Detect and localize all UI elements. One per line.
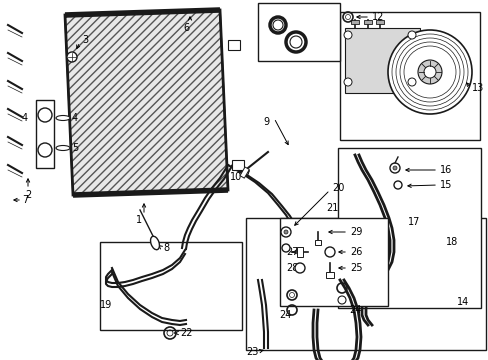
Bar [231,160,244,170]
Bar [345,28,419,93]
Text: 8: 8 [163,243,169,253]
Text: 29: 29 [349,227,362,237]
Bar [363,20,371,24]
Bar [350,20,358,24]
Text: 27: 27 [285,247,298,257]
Circle shape [284,230,287,234]
Circle shape [389,163,399,173]
Bar [375,20,383,24]
Circle shape [423,66,435,78]
Bar [245,218,485,350]
Circle shape [393,181,401,189]
Ellipse shape [56,145,70,150]
Text: 20: 20 [331,183,344,193]
Bar [36,100,54,168]
Text: 18: 18 [445,237,457,247]
Circle shape [343,31,351,39]
Text: 28: 28 [285,263,298,273]
Text: 24: 24 [278,310,290,320]
Circle shape [407,78,415,86]
Circle shape [325,247,334,257]
Circle shape [294,263,305,273]
Text: 6: 6 [183,23,189,33]
Polygon shape [65,10,227,195]
Text: 1: 1 [136,215,142,225]
Text: 17: 17 [407,217,420,227]
Text: 2: 2 [25,190,31,200]
Ellipse shape [150,236,159,250]
Text: 25: 25 [349,263,362,273]
Text: 7: 7 [22,195,28,205]
Ellipse shape [56,116,70,121]
Bar [339,12,479,140]
Circle shape [343,78,351,86]
Bar [258,3,339,61]
Text: 9: 9 [264,117,269,127]
Text: 16: 16 [439,165,451,175]
Circle shape [387,30,471,114]
Bar [240,167,249,178]
Text: 10: 10 [229,172,242,182]
Bar [227,40,240,50]
Text: 15: 15 [439,180,451,190]
Circle shape [392,166,396,170]
Bar [280,218,387,306]
Text: 4: 4 [22,113,28,123]
Text: 19: 19 [100,300,112,310]
Bar [296,247,303,257]
Text: 26: 26 [349,247,362,257]
Text: 3: 3 [82,35,88,45]
Bar [100,242,242,330]
Text: 24: 24 [348,305,361,315]
Circle shape [282,244,289,252]
Circle shape [67,52,77,62]
Bar [314,240,320,245]
Text: 11: 11 [258,23,270,33]
Text: 22: 22 [180,328,192,338]
Circle shape [407,31,415,39]
Circle shape [281,227,290,237]
Text: 12: 12 [371,12,384,22]
Text: 5: 5 [72,143,78,153]
Circle shape [417,60,441,84]
Bar [337,148,480,308]
Text: 4: 4 [72,113,78,123]
Text: 23: 23 [245,347,258,357]
Text: 21: 21 [325,203,338,213]
Text: 14: 14 [456,297,468,307]
Text: 13: 13 [471,83,483,93]
Bar [325,272,333,278]
